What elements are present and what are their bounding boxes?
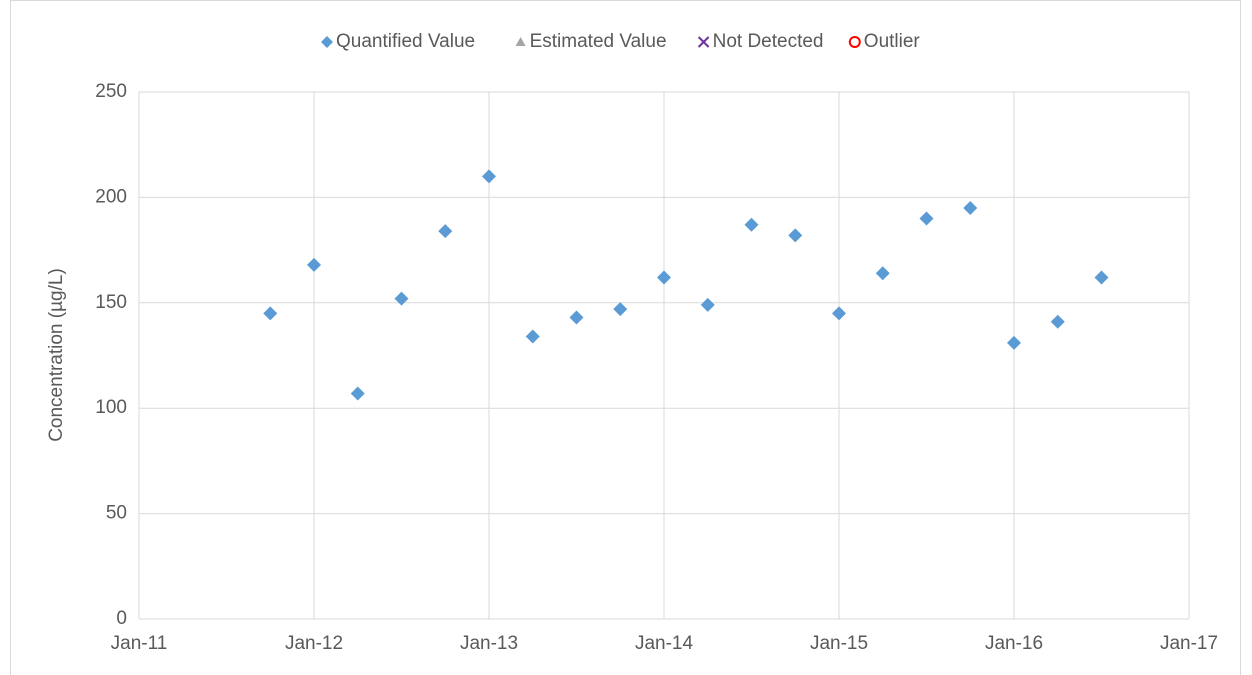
y-tick-label: 250 <box>95 81 127 102</box>
diamond-marker <box>832 306 846 321</box>
y-tick-label: 50 <box>106 503 127 524</box>
x-tick-label: Jan-12 <box>285 633 343 654</box>
x-tick-label: Jan-15 <box>810 633 868 654</box>
y-axis-title: Concentration (µg/L) <box>46 268 67 442</box>
triangle-marker <box>515 37 526 46</box>
diamond-marker <box>350 386 365 401</box>
diamond-marker <box>438 224 453 239</box>
legend-label: Estimated Value <box>530 31 667 52</box>
diamond-marker <box>307 257 321 272</box>
diamond-marker <box>875 266 890 281</box>
diamond-marker <box>482 169 496 184</box>
y-tick-label: 0 <box>116 608 127 629</box>
diamond-marker <box>613 302 628 317</box>
diamond-marker <box>525 329 540 344</box>
circle-marker <box>848 36 861 48</box>
x-tick-label: Jan-13 <box>460 633 518 654</box>
diamond-marker <box>700 297 715 312</box>
diamond-marker <box>1050 314 1065 329</box>
diamond-marker <box>263 306 278 321</box>
x-tick-label: Jan-14 <box>635 633 694 654</box>
x-tick-label: Jan-17 <box>1160 633 1218 654</box>
x-tick-label: Jan-11 <box>111 633 168 654</box>
diamond-marker <box>394 291 409 306</box>
x-marker <box>697 36 710 48</box>
legend-label: Not Detected <box>713 31 824 52</box>
diamond-marker <box>919 211 934 226</box>
y-tick-label: 150 <box>95 292 127 313</box>
diamond-marker <box>569 310 584 325</box>
chart-frame <box>10 0 1241 675</box>
x-tick-label: Jan-16 <box>985 633 1043 654</box>
y-tick-label: 200 <box>95 186 127 207</box>
diamond-marker <box>963 200 978 215</box>
legend-label: Outlier <box>864 31 921 52</box>
y-tick-label: 100 <box>95 397 127 418</box>
diamond-marker <box>1094 270 1109 285</box>
diamond-marker <box>1007 335 1021 350</box>
diamond-marker <box>321 36 333 48</box>
diamond-marker <box>788 228 803 243</box>
diamond-marker <box>744 217 759 232</box>
legend-label: Quantified Value <box>336 31 475 52</box>
diamond-marker <box>657 270 671 285</box>
